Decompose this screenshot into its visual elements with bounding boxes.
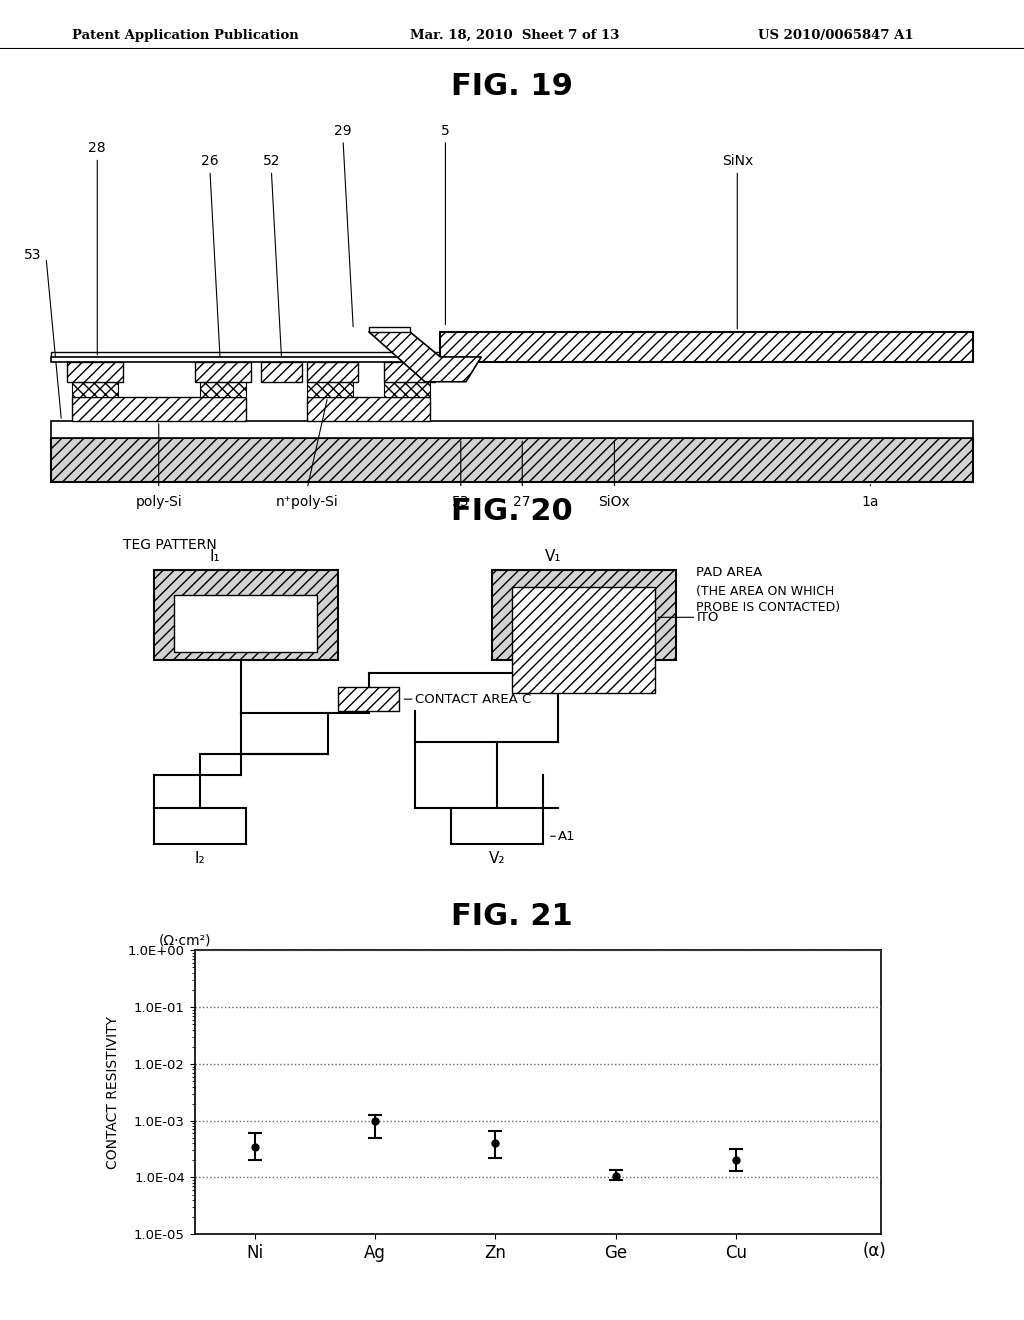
Bar (154, 808, 246, 845)
Text: 27: 27 (513, 495, 531, 510)
Text: 29: 29 (334, 124, 352, 137)
Bar (338, 686, 399, 711)
Text: US 2010/0065847 A1: US 2010/0065847 A1 (758, 29, 913, 42)
Bar (440, 331, 973, 362)
Text: I₂: I₂ (195, 850, 205, 866)
Text: I₁: I₁ (210, 549, 220, 564)
Bar (384, 381, 430, 397)
Bar (195, 362, 251, 381)
Text: FIG. 21: FIG. 21 (452, 902, 572, 931)
Bar (492, 570, 676, 660)
Text: 53: 53 (452, 495, 470, 510)
Text: (α): (α) (862, 1242, 887, 1261)
Bar (261, 362, 302, 381)
Text: FIG. 19: FIG. 19 (451, 73, 573, 102)
Bar (369, 327, 410, 331)
Bar (384, 362, 435, 381)
Bar (51, 351, 492, 356)
Text: 26: 26 (201, 154, 219, 168)
Text: TEG PATTERN: TEG PATTERN (123, 537, 217, 552)
Text: Mar. 18, 2010  Sheet 7 of 13: Mar. 18, 2010 Sheet 7 of 13 (410, 29, 618, 42)
Y-axis label: CONTACT RESISTIVITY: CONTACT RESISTIVITY (105, 1016, 120, 1168)
Text: A1: A1 (558, 830, 575, 842)
Bar (154, 570, 338, 660)
Text: V₁: V₁ (545, 549, 561, 564)
Text: ITO: ITO (696, 611, 719, 624)
Bar (451, 808, 543, 845)
Text: Patent Application Publication: Patent Application Publication (72, 29, 298, 42)
Text: CONTACT AREA C: CONTACT AREA C (415, 693, 531, 706)
Bar (72, 397, 246, 421)
Bar (67, 362, 123, 381)
Bar (51, 421, 973, 438)
Text: V₂: V₂ (488, 850, 505, 866)
Text: (Ω·cm²): (Ω·cm²) (159, 933, 211, 948)
Text: PROBE IS CONTACTED): PROBE IS CONTACTED) (696, 601, 841, 614)
Polygon shape (369, 331, 481, 381)
Bar (512, 586, 655, 693)
Bar (307, 381, 353, 397)
Text: 1a: 1a (861, 495, 880, 510)
Text: SiOx: SiOx (598, 495, 631, 510)
Bar (51, 356, 973, 362)
Text: 28: 28 (88, 141, 106, 156)
Text: 52: 52 (262, 154, 281, 168)
Bar (51, 438, 973, 482)
Text: PAD AREA: PAD AREA (696, 566, 763, 579)
Text: (THE AREA ON WHICH: (THE AREA ON WHICH (696, 585, 835, 598)
Text: SiNx: SiNx (722, 154, 753, 168)
Bar (72, 381, 118, 397)
Text: 5: 5 (441, 124, 450, 137)
Text: FIG. 20: FIG. 20 (452, 496, 572, 525)
Text: poly-Si: poly-Si (135, 495, 182, 510)
Bar (307, 397, 430, 421)
Bar (200, 381, 246, 397)
Text: 53: 53 (24, 248, 41, 263)
Bar (174, 595, 317, 652)
Bar (307, 362, 358, 381)
Text: n⁺poly-Si: n⁺poly-Si (275, 495, 339, 510)
